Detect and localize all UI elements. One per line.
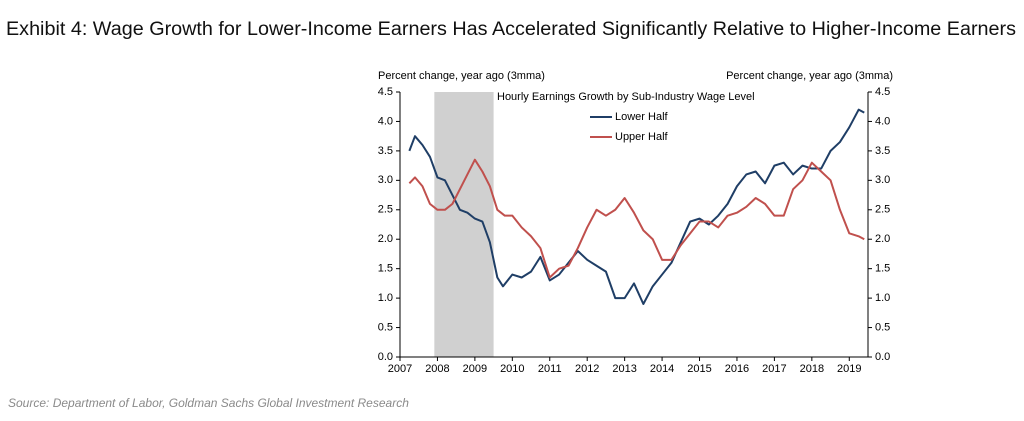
y2-tick-label: 1.0 [875,292,890,304]
y-tick-label: 0.5 [378,321,393,333]
legend-title: Hourly Earnings Growth by Sub-Industry W… [497,91,755,103]
x-tick-label: 2010 [500,363,524,375]
series-line [408,108,865,305]
x-tick-label: 2017 [762,363,786,375]
x-tick-label: 2007 [388,363,412,375]
y-axis-title: Percent change, year ago (3mma) [378,70,545,82]
y2-tick-label: 3.5 [875,145,890,157]
x-tick-label: 2019 [837,363,861,375]
legend-label: Upper Half [615,131,669,143]
legend-label: Lower Half [615,111,669,123]
y-tick-label: 4.0 [378,115,393,127]
y-tick-label: 1.0 [378,292,393,304]
y-tick-label: 1.5 [378,263,393,275]
y-tick-label: 2.5 [378,204,393,216]
y2-tick-label: 1.5 [875,263,890,275]
y2-tick-label: 0.5 [875,321,890,333]
y-tick-label: 2.0 [378,233,393,245]
recession-shading [434,92,494,357]
y-tick-label: 3.5 [378,145,393,157]
y2-tick-label: 2.0 [875,233,890,245]
x-tick-label: 2015 [687,363,711,375]
y2-tick-label: 4.0 [875,115,890,127]
series-line [408,158,865,279]
chart-title: Exhibit 4: Wage Growth for Lower-Income … [6,19,1016,40]
x-tick-label: 2016 [725,363,749,375]
x-tick-label: 2009 [463,363,487,375]
x-tick-label: 2008 [425,363,449,375]
y2-tick-label: 4.5 [875,86,890,98]
y-tick-label: 3.0 [378,174,393,186]
y-tick-label: 4.5 [378,86,393,98]
x-tick-label: 2013 [612,363,636,375]
y-tick-label: 0.0 [378,351,393,363]
x-tick-label: 2018 [800,363,824,375]
x-tick-label: 2014 [650,363,674,375]
y2-axis-title: Percent change, year ago (3mma) [726,70,893,82]
y2-tick-label: 0.0 [875,351,890,363]
y2-tick-label: 2.5 [875,204,890,216]
source: Source: Department of Labor, Goldman Sac… [8,396,409,410]
x-tick-label: 2011 [538,363,562,375]
y2-tick-label: 3.0 [875,174,890,186]
x-tick-label: 2012 [575,363,599,375]
